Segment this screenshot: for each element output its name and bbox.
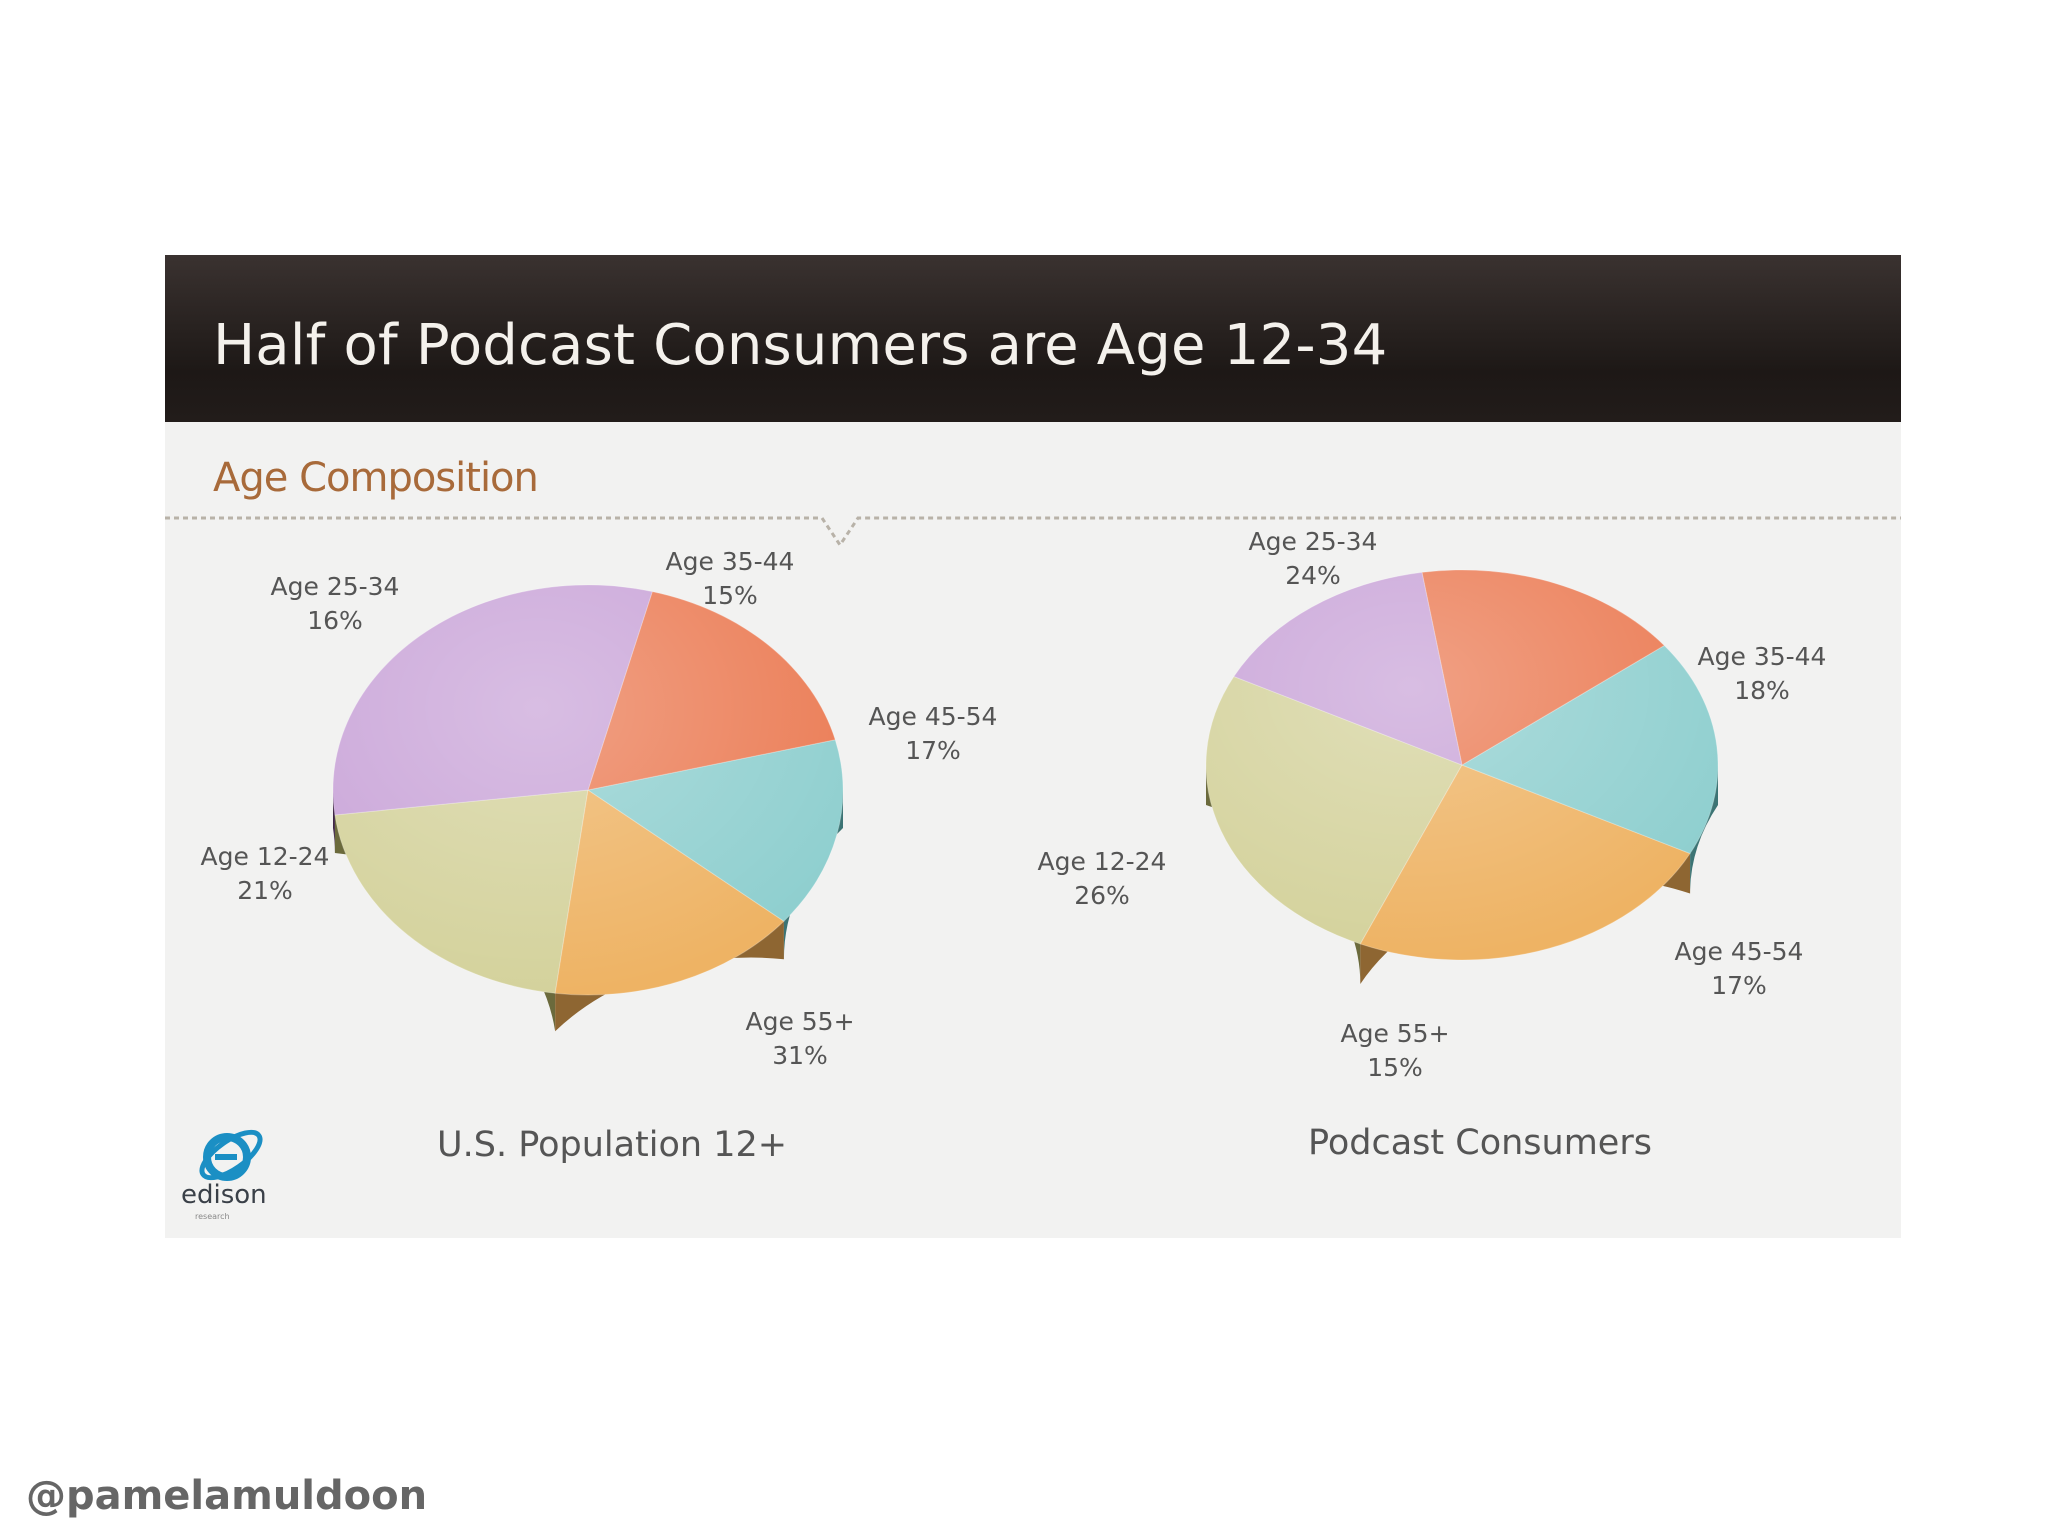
pie-label-category: Age 45-54 [1675, 937, 1804, 966]
author-handle: @pamelamuldoon [26, 1473, 428, 1519]
pie-label-category: Age 35-44 [1698, 642, 1827, 671]
pie-label-value: 26% [1074, 881, 1130, 910]
slide-title: Half of Podcast Consumers are Age 12-34 [213, 313, 1388, 378]
pie-label-value: 24% [1285, 561, 1341, 590]
pie-label-value: 21% [237, 876, 293, 905]
pie-label-category: Age 45-54 [869, 702, 998, 731]
pie-label-value: 17% [1711, 971, 1767, 1000]
pie-label-category: Age 35-44 [666, 547, 795, 576]
pie-caption-podcast-consumers: Podcast Consumers [1308, 1123, 1652, 1163]
pie-label-value: 16% [307, 606, 363, 635]
pie-label-value: 15% [1367, 1053, 1423, 1082]
pie-label-category: Age 55+ [745, 1007, 854, 1036]
pie-label-category: Age 12-24 [1038, 847, 1167, 876]
pie-label-value: 15% [702, 581, 758, 610]
pie-label-category: Age 25-34 [1249, 527, 1378, 556]
pie-label-value: 17% [905, 736, 961, 765]
dotted-divider [165, 516, 1901, 548]
edison-logo-icon [199, 1129, 263, 1181]
section-heading: Age Composition [213, 455, 539, 501]
pie-chart-podcast-consumers: Age 12-24 26% Age 25-34 24% Age 35-44 18% Age … [1038, 527, 1827, 1082]
title-bar: Half of Podcast Consumers are Age 12-34 [165, 255, 1901, 422]
pie-caption-us-population: U.S. Population 12+ [437, 1125, 788, 1165]
pie-label-value: 18% [1734, 676, 1790, 705]
edison-logo-text: edison [181, 1180, 267, 1210]
edison-logo-tagline: research [195, 1212, 230, 1221]
pie-label-category: Age 55+ [1340, 1019, 1449, 1048]
pie-label-category: Age 12-24 [201, 842, 330, 871]
pie-highlight [333, 585, 843, 995]
slide-panel: Half of Podcast Consumers are Age 12-34 … [165, 255, 1901, 1238]
pie-label-value: 31% [772, 1041, 828, 1070]
pie-highlight [1206, 570, 1718, 960]
pie-chart-us-population: Age 12-24 21% Age 25-34 16% Age 35-44 15% Age … [201, 547, 998, 1070]
pie-label-category: Age 25-34 [271, 572, 400, 601]
